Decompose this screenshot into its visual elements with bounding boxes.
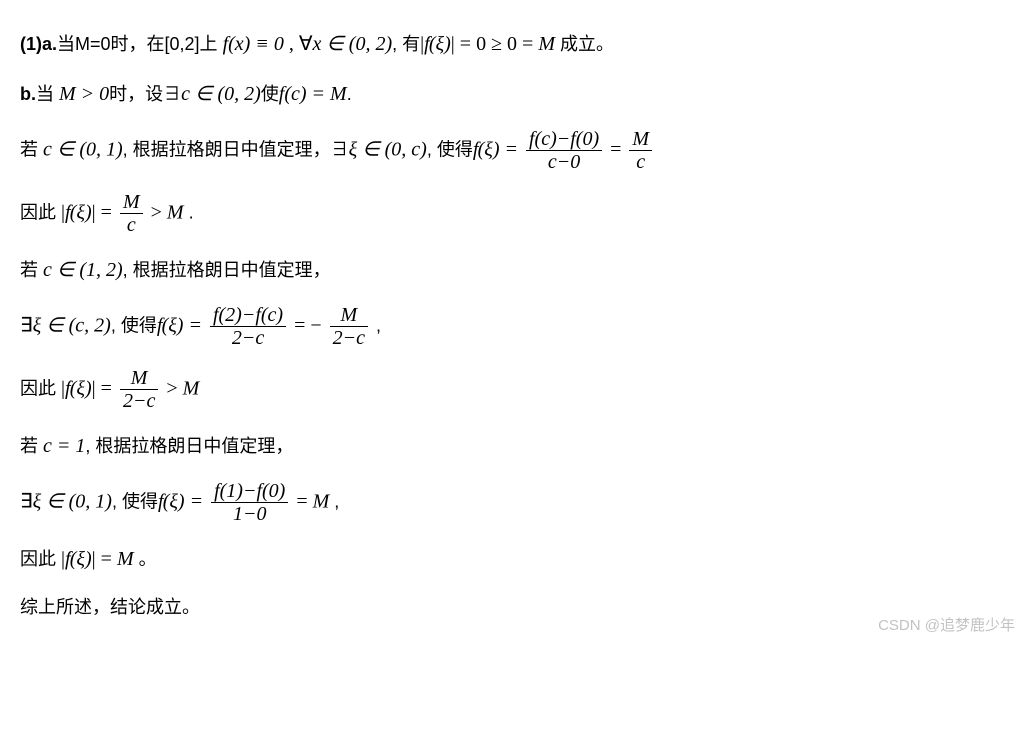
text: 因此 [20,378,61,398]
fraction: Mc [120,191,143,236]
fraction: M2−c [120,367,158,412]
abs-close-eq: | = [92,548,117,570]
proof-line-5: 若 c ∈ (1, 2), 根据拉格朗日中值定理， [20,254,1007,286]
proof-conclusion: 综上所述，结论成立。 [20,593,1007,622]
numerator: M [629,128,652,151]
text: , 根据拉格朗日中值定理，∃ [123,139,349,159]
gt: > [161,377,182,399]
exists: ∃ [20,490,33,512]
eq: = [605,138,626,160]
text: , 根据拉格朗日中值定理， [85,436,293,456]
label-b: b. [20,84,36,104]
proof-line-6: ∃ξ ∈ (c, 2), 使得f′(ξ) = f(2)−f(c)2−c = − … [20,304,1007,349]
xi-arg: (ξ) [70,201,92,223]
eq: = [291,490,312,512]
proof-line-2: b.当 M > 0时，设∃c ∈ (0, 2)使f(c) = M. [20,78,1007,110]
math: ξ ∈ (c, 2) [33,314,111,336]
exists: ∃ [20,314,33,336]
xi-arg: (ξ) [70,377,92,399]
numerator: f(c)−f(0) [526,128,602,151]
M: M [183,377,200,399]
math: ξ ∈ (0, 1) [33,490,112,512]
numerator: M [120,367,158,390]
denominator: 2−c [330,327,368,349]
text: 因此 [20,202,61,222]
xi-arg: (ξ) = [478,138,523,160]
gt: > [146,201,167,223]
proof-line-10: 因此 |f′(ξ)| = M 。 [20,543,1007,575]
proof-line-3: 若 c ∈ (0, 1), 根据拉格朗日中值定理，∃ξ ∈ (0, c), 使得… [20,128,1007,173]
M: M [313,490,330,512]
text: , 使得 [111,315,157,335]
text: , 根据拉格朗日中值定理， [123,260,331,280]
label-1a: (1)a. [20,34,57,54]
xi-arg: (ξ) [429,33,451,55]
fraction: M2−c [330,304,368,349]
text: , 使得 [427,139,473,159]
xi-arg: (ξ) [70,548,92,570]
proof-line-4: 因此 |f′(ξ)| = Mc > M . [20,191,1007,236]
fraction: f(1)−f(0)1−0 [211,480,288,525]
denominator: c [120,214,143,236]
math: f(x) ≡ 0 [223,33,284,55]
text: 若 [20,436,43,456]
proof-line-7: 因此 |f′(ξ)| = M2−c > M [20,367,1007,412]
text: , ∀ [284,33,313,55]
text: 若 [20,139,43,159]
math: = 0 ≥ 0 = [455,33,539,55]
math: c ∈ (1, 2) [43,259,123,281]
denominator: 1−0 [211,503,288,525]
text: 当 [36,84,59,104]
text: , 使得 [112,491,158,511]
text: 因此 [20,549,61,569]
text: 。 [134,549,157,569]
math: x ∈ (0, 2) [313,33,393,55]
fraction: f(c)−f(0)c−0 [526,128,602,173]
M: M [117,548,134,570]
eq: = − [289,314,327,336]
text: , [371,315,381,335]
text: . [184,202,194,222]
abs-close-eq: | = [92,377,117,399]
text: 综上所述，结论成立。 [20,597,200,617]
numerator: M [330,304,368,327]
math: c ∈ (0, 1) [43,138,123,160]
text: . [347,84,352,104]
text: , [329,491,339,511]
numerator: f(2)−f(c) [210,304,286,327]
abs-close-eq: | = [92,201,117,223]
math: f(c) = M [279,83,347,105]
proof-line-8: 若 c = 1, 根据拉格朗日中值定理， [20,430,1007,462]
fraction: Mc [629,128,652,173]
denominator: 2−c [210,327,286,349]
denominator: 2−c [120,390,158,412]
math: c = 1 [43,435,85,457]
xi-arg: (ξ) = [162,314,207,336]
denominator: c−0 [526,151,602,173]
proof-line-1: (1)a.当M=0时，在[0,2]上 f(x) ≡ 0 , ∀x ∈ (0, 2… [20,28,1007,60]
fraction: f(2)−f(c)2−c [210,304,286,349]
text: 成立。 [555,34,614,54]
M: M [167,201,184,223]
xi-arg: (ξ) = [163,490,208,512]
M: M [538,33,555,55]
math: c ∈ (0, 2) [181,83,261,105]
proof-line-9: ∃ξ ∈ (0, 1), 使得f′(ξ) = f(1)−f(0)1−0 = M … [20,480,1007,525]
text: 使 [261,84,279,104]
numerator: f(1)−f(0) [211,480,288,503]
text: 时，设∃ [109,84,181,104]
math: M > 0 [59,83,109,105]
text: 若 [20,260,43,280]
denominator: c [629,151,652,173]
numerator: M [120,191,143,214]
text: 当M=0时，在[0,2]上 [57,34,223,54]
math: ξ ∈ (0, c) [349,138,427,160]
text: , 有 [392,34,420,54]
